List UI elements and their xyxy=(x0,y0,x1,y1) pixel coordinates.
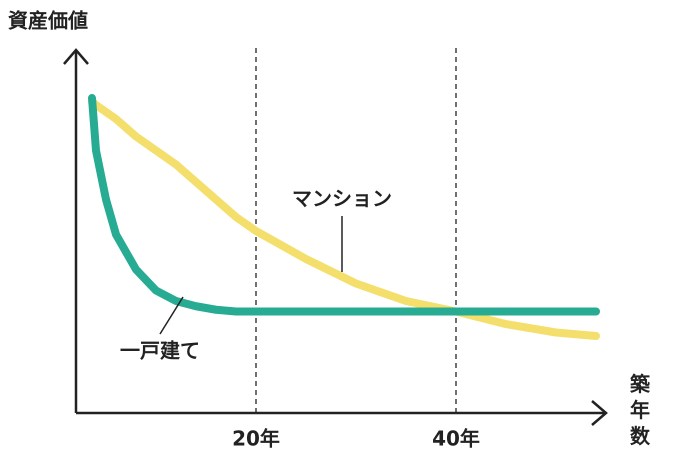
line-series xyxy=(88,94,600,316)
x-tick-label: 20年 xyxy=(232,427,280,451)
leader-line xyxy=(159,296,184,335)
y-axis-label: 資産価値 xyxy=(8,9,88,33)
x-axis-label: 築年数 xyxy=(629,372,651,448)
x-tick-label: 40年 xyxy=(432,427,480,451)
axes xyxy=(63,48,608,426)
series-label: 一戸建て xyxy=(120,339,200,363)
series-label: マンション xyxy=(292,187,392,211)
